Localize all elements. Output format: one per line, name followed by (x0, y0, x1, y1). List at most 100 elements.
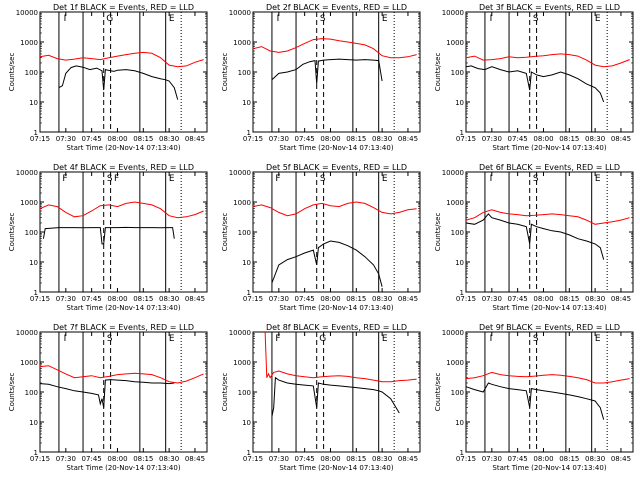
x-tick-label: 08:45 (398, 135, 418, 143)
y-tick-label: 1 (34, 129, 38, 137)
marker-label: E (595, 14, 601, 24)
series-line-events (39, 379, 175, 408)
panel-det-6: Det 6f BLACK = Events, RED = LLD 1 10 100 10… (434, 163, 634, 312)
series-line-lld (252, 201, 417, 217)
x-tick-label: 08:45 (185, 455, 205, 463)
x-tick-label: 08:15 (559, 135, 579, 143)
x-tick-label: 07:15 (456, 295, 476, 303)
x-tick-label: 08:30 (585, 295, 605, 303)
x-tick-label: 08:45 (185, 135, 205, 143)
x-tick-label: 08:15 (346, 295, 366, 303)
x-axis-label: Start Time (20-Nov-14 07:13:40) (279, 464, 393, 472)
marker-label: E (595, 174, 601, 184)
panel-det-7: Det 7f BLACK = Events, RED = LLD 1 10 100 10… (8, 323, 208, 472)
x-tick-label: 07:30 (269, 135, 289, 143)
marker-label: E (382, 14, 388, 24)
y-tick-label: 10000 (16, 169, 38, 177)
marker-label: S (107, 334, 113, 344)
x-tick-label: 08:45 (398, 455, 418, 463)
y-tick-label: 10000 (16, 329, 38, 337)
x-tick-label: 08:45 (611, 135, 631, 143)
y-axis-label: Counts/sec (8, 213, 16, 252)
marker-label: I (490, 334, 493, 344)
x-tick-label: 07:45 (508, 455, 528, 463)
y-tick-label: 1000 (446, 359, 464, 367)
marker-label: I (490, 174, 493, 184)
x-tick-label: 08:15 (559, 455, 579, 463)
y-tick-label: 100 (238, 69, 251, 77)
x-tick-label: 07:45 (295, 455, 315, 463)
y-tick-label: 1 (34, 449, 38, 457)
plot-title: Det 8f BLACK = Events, RED = LLD (266, 323, 407, 332)
x-tick-label: 07:30 (482, 455, 502, 463)
y-tick-label: 100 (451, 229, 464, 237)
plot-frame (39, 331, 208, 453)
x-tick-label: 08:45 (611, 295, 631, 303)
plot-title: Det 6f BLACK = Events, RED = LLD (479, 163, 620, 172)
x-tick-label: 08:15 (346, 455, 366, 463)
y-axis-label: Counts/sec (434, 213, 442, 252)
x-tick-label: 08:00 (320, 135, 340, 143)
x-tick-label: 07:15 (243, 135, 263, 143)
marker-label: S (533, 174, 539, 184)
plot-frame (252, 11, 421, 133)
x-tick-label: 07:45 (82, 295, 102, 303)
x-tick-label: 07:30 (56, 135, 76, 143)
x-tick-label: 07:30 (56, 295, 76, 303)
y-axis-label: Counts/sec (434, 53, 442, 92)
series-line-events (271, 58, 383, 84)
plot-frame (252, 331, 421, 453)
y-tick-label: 1 (247, 449, 251, 457)
plot-title: Det 3f BLACK = Events, RED = LLD (479, 3, 620, 12)
plot-frame (252, 171, 421, 293)
x-tick-label: 07:45 (82, 135, 102, 143)
x-tick-label: 07:30 (482, 295, 502, 303)
marker-label: G (319, 334, 326, 344)
plot-title: Det 5f BLACK = Events, RED = LLD (266, 163, 407, 172)
series-line-events (465, 65, 605, 103)
x-axis-label: Start Time (20-Nov-14 07:13:40) (492, 304, 606, 312)
y-tick-label: 1000 (233, 359, 251, 367)
x-tick-label: 07:15 (243, 295, 263, 303)
plot-title: Det 4f BLACK = Events, RED = LLD (53, 163, 194, 172)
marker-label: E (169, 14, 175, 24)
y-tick-label: 1000 (20, 359, 38, 367)
x-tick-label: 08:00 (107, 295, 127, 303)
y-tick-label: 10 (455, 419, 464, 427)
y-tick-label: 10 (455, 259, 464, 267)
series-line-lld (264, 331, 417, 383)
y-tick-label: 10000 (442, 329, 464, 337)
y-axis-label: Counts/sec (221, 53, 229, 92)
panel-det-9: Det 9f BLACK = Events, RED = LLD 1 10 100 10… (434, 323, 634, 472)
series-line-events (42, 226, 175, 245)
marker-label: S (533, 334, 539, 344)
y-tick-label: 10 (29, 99, 38, 107)
series-line-events (271, 240, 383, 287)
x-tick-label: 07:30 (269, 295, 289, 303)
series-line-lld (465, 209, 630, 225)
series-line-lld (39, 201, 204, 219)
marker-label: G (106, 14, 113, 24)
x-tick-label: 07:15 (30, 135, 50, 143)
x-tick-label: 08:30 (159, 135, 179, 143)
y-tick-label: 1 (247, 289, 251, 297)
plot-frame (465, 171, 634, 293)
x-tick-label: 07:45 (295, 135, 315, 143)
panel-det-1: Det 1f BLACK = Events, RED = LLD 1 10 100 10… (8, 3, 208, 152)
x-tick-label: 07:45 (295, 295, 315, 303)
plot-title: Det 7f BLACK = Events, RED = LLD (53, 323, 194, 332)
marker-label: I (64, 334, 67, 344)
x-tick-label: 07:15 (456, 455, 476, 463)
plot-title: Det 9f BLACK = Events, RED = LLD (479, 323, 620, 332)
series-line-events (58, 65, 179, 100)
y-axis-label: Counts/sec (434, 373, 442, 412)
y-axis-label: Counts/sec (221, 373, 229, 412)
y-tick-label: 10 (242, 419, 251, 427)
x-tick-label: 08:30 (585, 455, 605, 463)
x-axis-label: Start Time (20-Nov-14 07:13:40) (492, 464, 606, 472)
series-line-lld (39, 51, 204, 68)
x-tick-label: 08:15 (346, 135, 366, 143)
series-line-lld (465, 371, 630, 384)
x-tick-label: 07:45 (508, 295, 528, 303)
